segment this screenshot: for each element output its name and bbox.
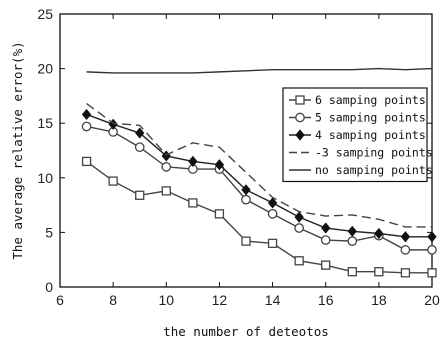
legend-label: 4 samping points	[315, 128, 426, 142]
legend-item: -3 samping points	[289, 146, 433, 160]
y-tick-label: 5	[45, 224, 53, 240]
data-point	[267, 238, 278, 248]
legend: 6 samping points 5 samping points 4 sampin…	[282, 87, 433, 183]
data-point	[241, 236, 251, 246]
x-tick-label: 10	[158, 292, 174, 308]
data-point	[81, 121, 92, 132]
y-tick-label: 0	[45, 279, 53, 295]
x-tick-label: 20	[424, 292, 440, 308]
data-point	[400, 245, 411, 255]
data-point	[241, 184, 251, 196]
data-point	[400, 231, 411, 243]
x-tick-label: 8	[109, 292, 117, 308]
legend-item: no samping points	[289, 163, 433, 177]
series-2	[81, 121, 437, 255]
data-point	[320, 235, 331, 245]
data-point	[241, 194, 251, 205]
legend-label: 5 samping points	[315, 111, 426, 125]
data-point	[161, 162, 172, 172]
series-3	[81, 108, 437, 243]
data-point	[294, 256, 304, 266]
data-point	[108, 176, 118, 186]
legend-item: 6 samping points	[289, 93, 426, 107]
series-line	[86, 102, 432, 228]
data-point	[374, 227, 384, 240]
data-point	[321, 260, 331, 270]
series-5	[86, 67, 433, 74]
x-tick-label: 6	[56, 292, 64, 308]
x-tick-label: 18	[371, 292, 387, 308]
data-point	[374, 267, 384, 277]
legend-marker	[295, 95, 305, 105]
legend-label: -3 samping points	[315, 146, 433, 160]
y-tick-label: 20	[37, 61, 53, 77]
series-layer	[81, 67, 437, 278]
data-point	[400, 268, 411, 278]
data-point	[188, 198, 198, 208]
data-point	[427, 268, 437, 278]
data-point	[347, 225, 357, 237]
series-line	[86, 113, 432, 238]
y-axis-label: The average relative error(%)	[10, 41, 25, 259]
x-tick-label: 14	[265, 292, 281, 308]
y-tick-label: 15	[37, 115, 53, 131]
series-line	[86, 67, 433, 74]
data-point	[81, 156, 92, 167]
data-point	[294, 223, 304, 233]
data-point	[161, 186, 171, 196]
legend-label: no samping points	[315, 163, 433, 177]
data-point	[294, 211, 304, 223]
legend-label: 6 samping points	[315, 93, 426, 107]
y-tick-label: 25	[37, 6, 53, 22]
data-point	[135, 190, 145, 200]
legend-item: 4 samping points	[289, 128, 426, 142]
data-point	[427, 231, 437, 243]
series-1	[81, 156, 437, 278]
data-point	[161, 150, 171, 162]
data-point	[134, 142, 145, 153]
data-point	[321, 222, 331, 234]
x-tick-label: 16	[318, 292, 334, 308]
axis-ticks: 6 8 10 12 14 16 18 20 0 5 10 15 20 25	[37, 6, 440, 308]
series-4	[86, 102, 432, 228]
data-point	[347, 267, 357, 277]
legend-item: 5 samping points	[289, 111, 426, 125]
data-point	[214, 209, 225, 219]
data-point	[135, 127, 145, 139]
x-axis-label: the number of deteotos	[163, 324, 329, 339]
data-point	[188, 155, 198, 168]
y-tick-label: 10	[37, 170, 53, 186]
data-point	[81, 108, 92, 121]
data-point	[267, 197, 278, 209]
data-point	[347, 236, 358, 246]
plot-frame	[59, 13, 433, 288]
data-point	[267, 208, 278, 219]
x-tick-label: 12	[212, 292, 228, 308]
legend-marker	[295, 112, 305, 123]
data-point	[427, 245, 437, 255]
data-point	[214, 159, 225, 171]
legend-marker	[295, 129, 305, 141]
